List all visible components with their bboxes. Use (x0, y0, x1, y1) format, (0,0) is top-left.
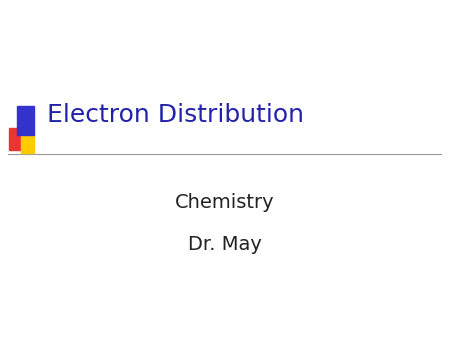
Bar (9, 128, 27, 150)
Text: Chemistry: Chemistry (175, 193, 275, 212)
Bar (21, 134, 34, 153)
Text: Dr. May: Dr. May (188, 235, 262, 254)
Bar (17, 106, 34, 135)
Text: Electron Distribution: Electron Distribution (47, 103, 304, 127)
